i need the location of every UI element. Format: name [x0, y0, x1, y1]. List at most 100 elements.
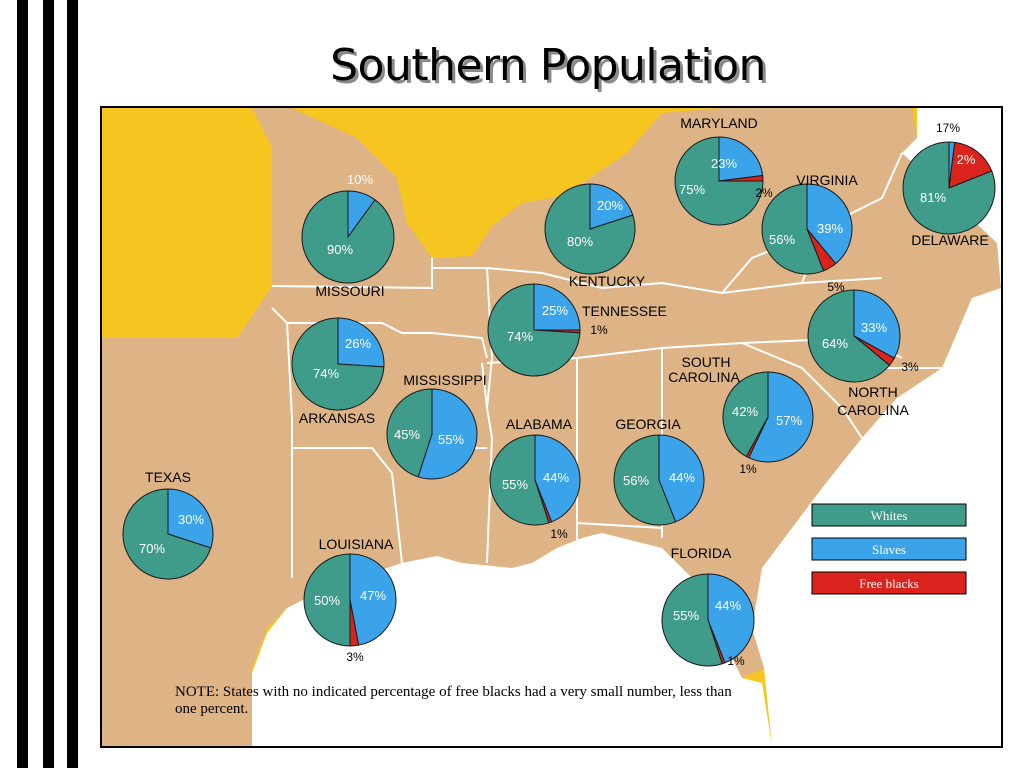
slice-slaves-kentucky	[589, 183, 634, 230]
label-slaves-maryland: 23%	[711, 156, 737, 171]
label-slaves-kentucky: 20%	[597, 198, 623, 213]
label-whites-missouri: 90%	[327, 242, 353, 257]
slice-slaves-mississippi	[417, 388, 478, 480]
label-free-tennessee: 1%	[590, 323, 608, 337]
label-free-north-carolina: 3%	[901, 360, 919, 374]
label-whites-mississippi: 45%	[394, 427, 420, 442]
pie-arkansas: 74% 26% ARKANSAS	[291, 317, 385, 426]
pie-kentucky: 80% 20% KENTUCKY	[544, 183, 646, 289]
legend-free-blacks-swatch	[811, 571, 967, 595]
label-free-louisiana: 3%	[346, 650, 364, 664]
decor-bar-1	[17, 0, 28, 768]
state-name-north-carolina-line1: NORTH	[848, 384, 898, 400]
slice-slaves-south-carolina	[748, 371, 814, 463]
label-whites-south-carolina: 42%	[732, 404, 758, 419]
label-whites-kentucky: 80%	[567, 234, 593, 249]
state-name-mississippi: MISSISSIPPI	[403, 372, 486, 388]
label-free-florida: 1%	[727, 654, 745, 668]
label-slaves-georgia: 44%	[669, 470, 695, 485]
slice-whites-missouri	[301, 190, 395, 284]
label-free-virginia: 5%	[827, 280, 845, 294]
southern-states-map: 75% 23% 2% MARYLAND 81% 2% 17% DELAWARE 56% 39% 5%…	[102, 108, 1001, 746]
legend-free-blacks-label: Free blacks	[859, 576, 919, 591]
state-name-texas: TEXAS	[145, 469, 191, 485]
slice-whites-mississippi	[386, 388, 433, 478]
state-name-arkansas: ARKANSAS	[299, 410, 375, 426]
slice-whites-alabama	[489, 434, 550, 526]
pie-alabama: 55% 44% 1% ALABAMA	[489, 416, 581, 541]
label-whites-virginia: 56%	[769, 232, 795, 247]
slice-whites-north-carolina	[807, 289, 891, 383]
slice-slaves-alabama	[534, 434, 581, 523]
slice-whites-arkansas	[291, 317, 385, 411]
pie-maryland: 75% 23% 2% MARYLAND	[674, 115, 773, 226]
state-name-florida: FLORIDA	[671, 545, 732, 561]
legend-whites-label: Whites	[871, 508, 908, 523]
label-free-delaware: 17%	[936, 121, 960, 135]
legend-slaves-label: Slaves	[872, 542, 906, 557]
slice-whites-kentucky	[544, 183, 636, 275]
slice-slaves-arkansas	[337, 317, 385, 368]
slice-whites-virginia	[761, 183, 825, 275]
slice-slaves-georgia	[658, 434, 705, 523]
legend-slaves-swatch	[811, 537, 967, 561]
label-slaves-mississippi: 55%	[438, 432, 464, 447]
slice-whites-south-carolina	[722, 371, 769, 458]
slice-slaves-florida	[707, 573, 755, 664]
state-name-missouri: MISSOURI	[315, 283, 384, 299]
pie-florida: 55% 44% 1% FLORIDA	[661, 545, 755, 668]
label-whites-alabama: 55%	[502, 477, 528, 492]
footnote: NOTE: States with no indicated percentag…	[175, 684, 732, 717]
slice-whites-tennessee	[487, 283, 581, 377]
label-whites-tennessee: 74%	[507, 329, 533, 344]
slice-whites-florida	[661, 573, 723, 667]
slice-slaves-north-carolina	[853, 289, 901, 359]
slice-slaves-virginia	[806, 183, 853, 265]
label-whites-georgia: 56%	[623, 473, 649, 488]
label-slaves-delaware: 2%	[957, 152, 976, 167]
north-region-2	[292, 108, 662, 258]
state-name-south-carolina-line1: SOUTH	[682, 354, 731, 370]
label-whites-delaware: 81%	[920, 190, 946, 205]
label-slaves-alabama: 44%	[543, 470, 569, 485]
pie-georgia: 56% 44% GEORGIA	[613, 416, 705, 526]
pie-louisiana: 50% 47% 3% LOUISIANA	[303, 536, 397, 664]
state-name-maryland: MARYLAND	[680, 115, 758, 131]
pie-mississippi: 45% 55% MISSISSIPPI	[386, 372, 487, 480]
slice-whites-maryland	[674, 136, 764, 226]
north-region	[102, 108, 272, 338]
state-name-virginia: VIRGINIA	[796, 172, 858, 188]
state-name-north-carolina-line2: CAROLINA	[837, 402, 909, 418]
slice-slaves-louisiana	[349, 553, 397, 646]
label-slaves-north-carolina: 33%	[861, 320, 887, 335]
label-slaves-louisiana: 47%	[360, 588, 386, 603]
label-slaves-arkansas: 26%	[345, 336, 371, 351]
slide-title: Southern Population	[330, 40, 766, 91]
pie-north-carolina: 64% 33% 3%NORTH CAROLINA	[807, 289, 919, 418]
pie-missouri: 90% 10% MISSOURI	[301, 172, 395, 299]
label-free-alabama: 1%	[550, 527, 568, 541]
label-free-maryland: 2%	[755, 186, 773, 200]
slice-free-delaware	[948, 141, 993, 189]
legend: Whites Slaves Free blacks	[811, 503, 967, 595]
label-whites-maryland: 75%	[679, 182, 705, 197]
label-whites-florida: 55%	[673, 608, 699, 623]
pie-texas: 70% 30% TEXAS	[122, 469, 214, 580]
pie-virginia: 56% 39% 5% VIRGINIA	[761, 172, 858, 294]
label-whites-arkansas: 74%	[313, 366, 339, 381]
state-name-delaware: DELAWARE	[911, 232, 989, 248]
legend-whites-swatch	[811, 503, 967, 527]
label-slaves-south-carolina: 57%	[776, 413, 802, 428]
label-slaves-missouri: 10%	[347, 172, 373, 187]
pie-delaware: 81% 2% 17% DELAWARE	[902, 121, 996, 248]
label-slaves-tennessee: 25%	[542, 303, 568, 318]
decor-bar-3	[67, 0, 78, 768]
label-slaves-texas: 30%	[178, 512, 204, 527]
label-free-south-carolina: 1%	[739, 462, 757, 476]
slice-slaves-tennessee	[533, 283, 581, 331]
slice-whites-delaware	[902, 141, 996, 235]
slice-whites-texas	[122, 488, 212, 580]
state-name-georgia: GEORGIA	[615, 416, 681, 432]
label-slaves-virginia: 39%	[817, 221, 843, 236]
slice-whites-louisiana	[303, 553, 351, 647]
